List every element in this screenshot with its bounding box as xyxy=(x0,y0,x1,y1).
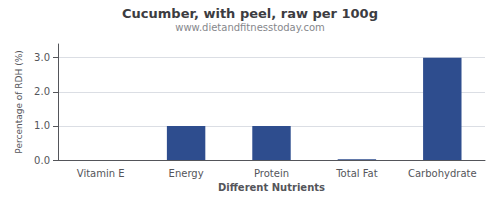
svg-text:0.0: 0.0 xyxy=(34,155,50,166)
svg-text:Vitamin E: Vitamin E xyxy=(77,168,125,179)
svg-text:Carbohydrate: Carbohydrate xyxy=(408,168,477,179)
svg-text:Percentage of RDH (%): Percentage of RDH (%) xyxy=(14,50,24,153)
svg-text:2.0: 2.0 xyxy=(34,86,50,97)
svg-text:3.0: 3.0 xyxy=(34,52,50,63)
svg-text:Energy: Energy xyxy=(169,168,204,179)
svg-text:www.dietandfitnesstoday.com: www.dietandfitnesstoday.com xyxy=(175,22,324,33)
svg-text:Cucumber, with peel, raw per 1: Cucumber, with peel, raw per 100g xyxy=(122,6,378,21)
svg-text:Protein: Protein xyxy=(254,168,289,179)
svg-text:1.0: 1.0 xyxy=(34,120,50,131)
svg-text:Different Nutrients: Different Nutrients xyxy=(218,182,325,193)
svg-text:Total Fat: Total Fat xyxy=(335,168,377,179)
